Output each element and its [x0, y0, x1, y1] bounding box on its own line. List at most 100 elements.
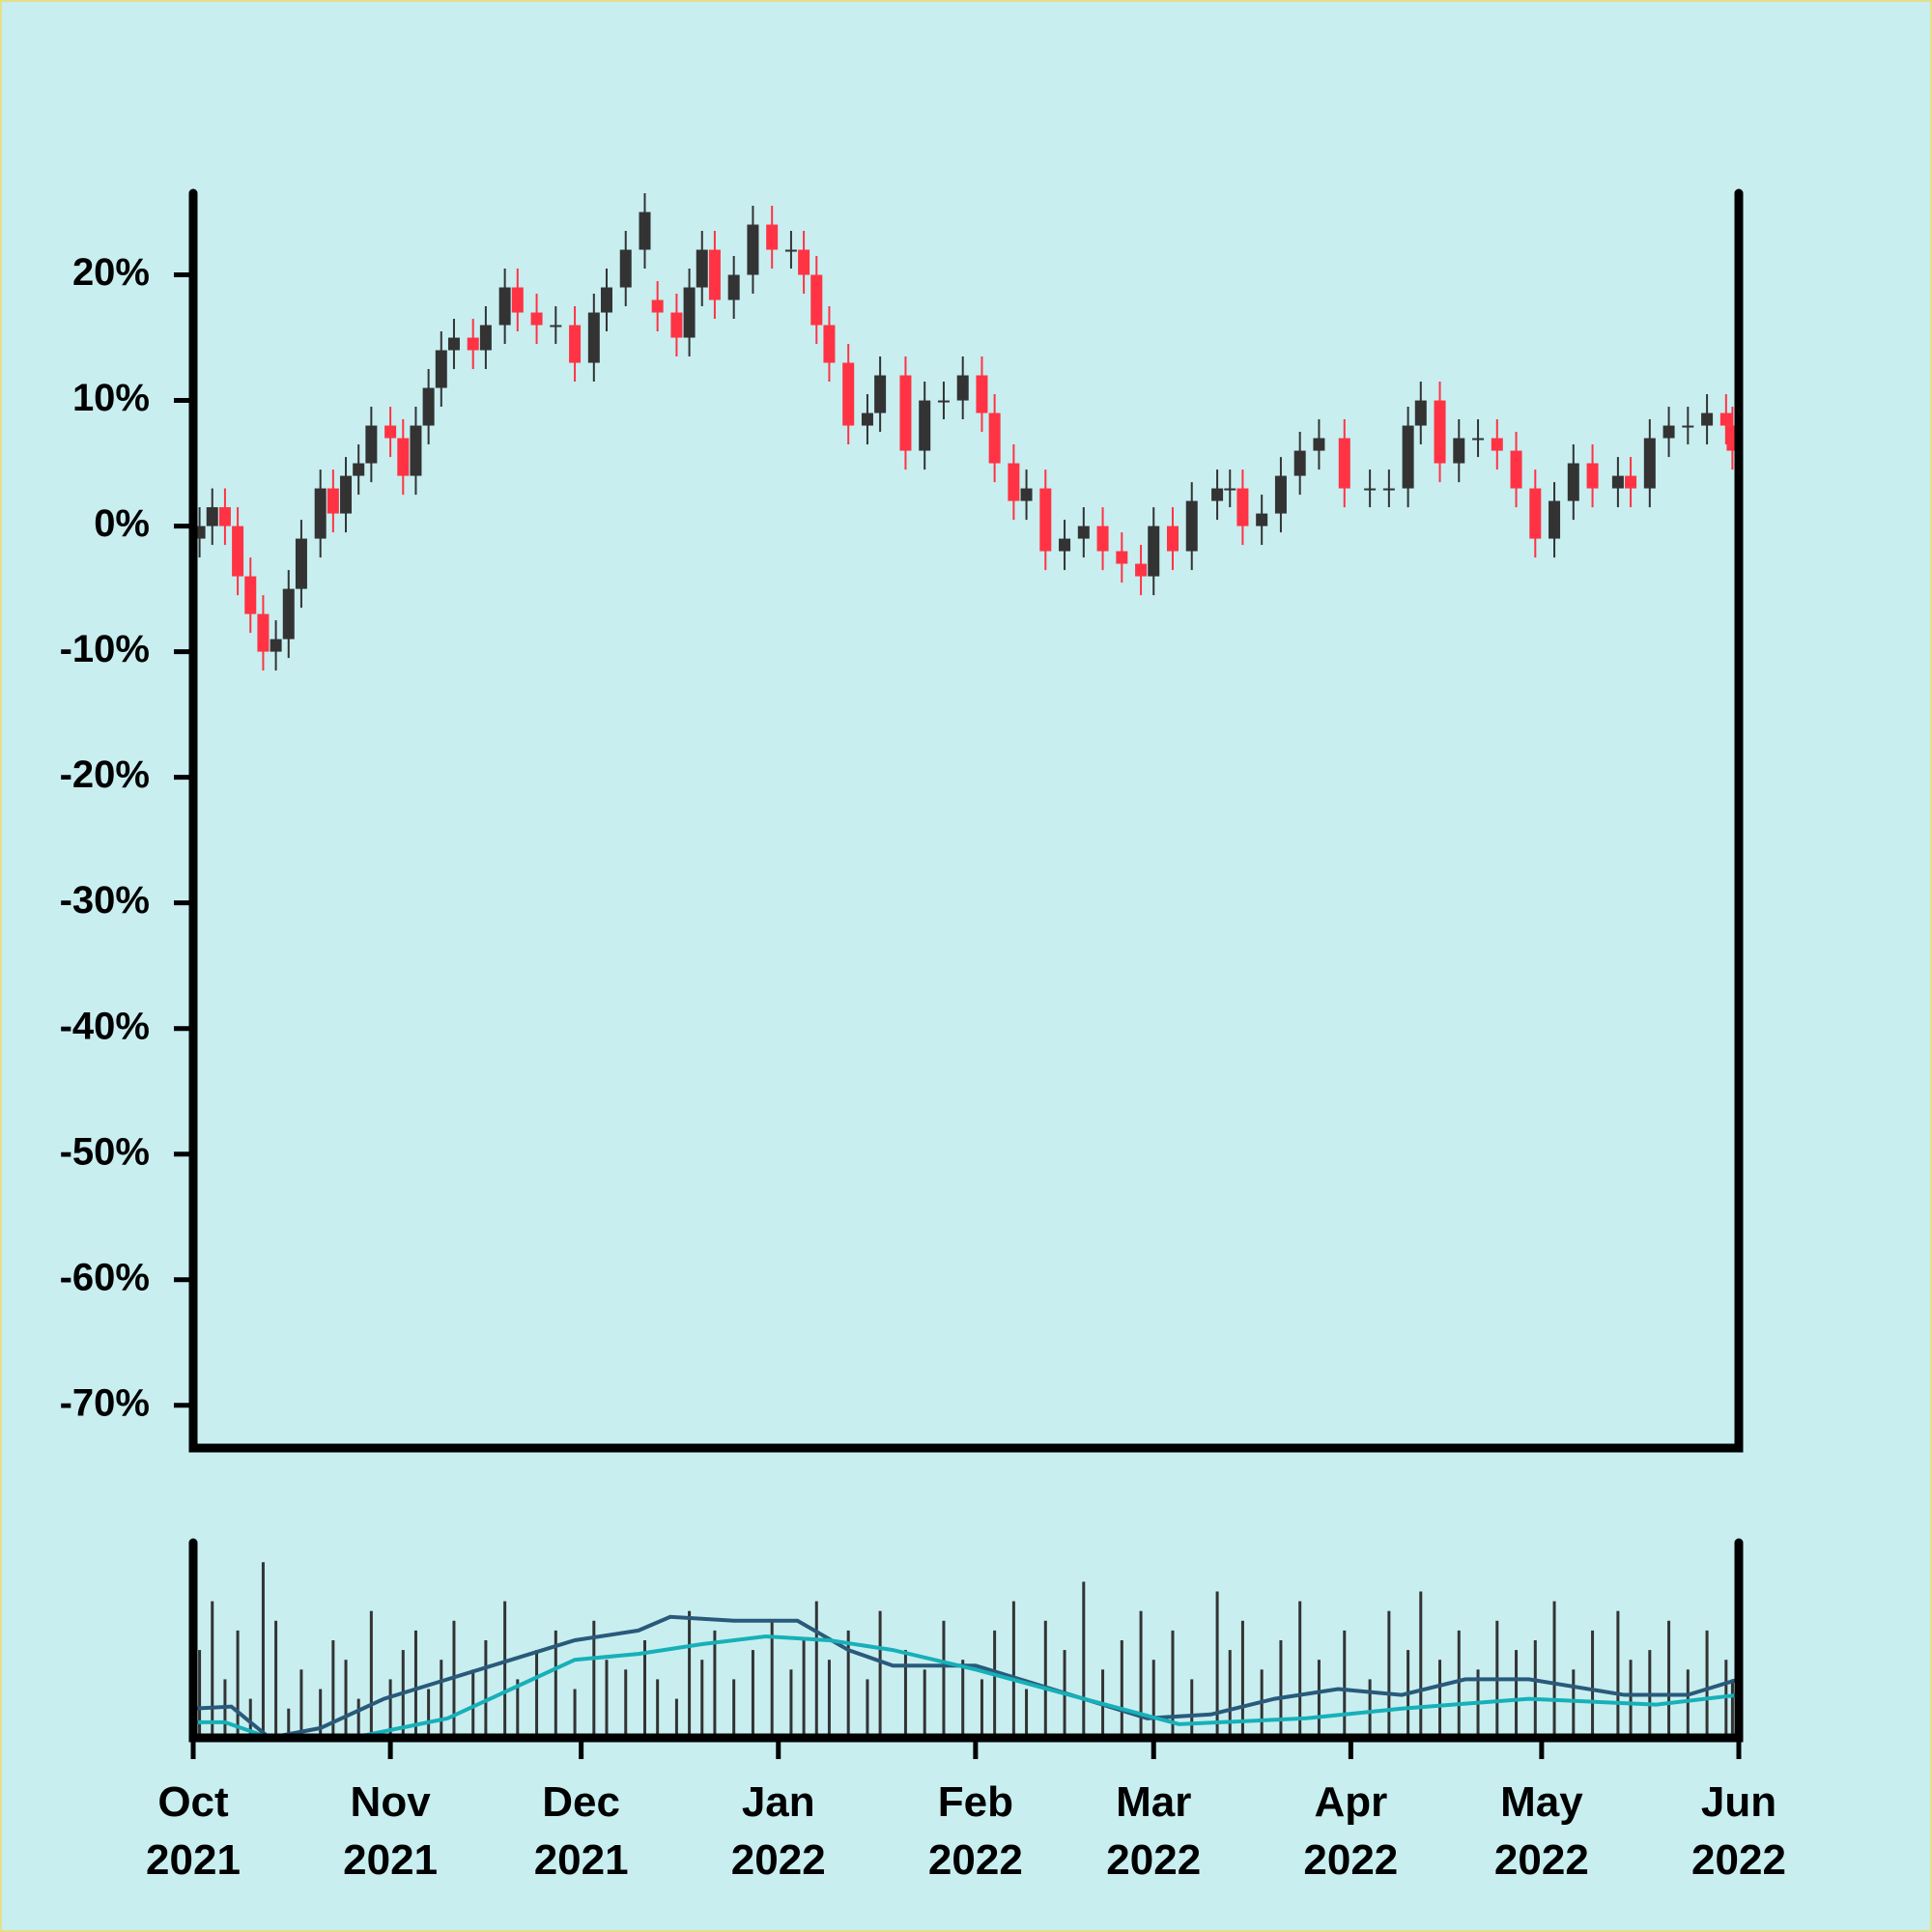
candle-body — [1643, 438, 1656, 489]
volume-bar — [827, 1660, 831, 1738]
axis-frame — [188, 1538, 1744, 1743]
volume-bar — [961, 1660, 965, 1738]
x-tick-label: May 2022 — [1493, 1778, 1589, 1884]
candle-body — [1611, 475, 1624, 489]
candle-body — [282, 588, 295, 639]
y-tick-label: -20% — [60, 753, 150, 796]
x-tick-label: Jun 2022 — [1691, 1778, 1786, 1884]
candle-body — [956, 375, 969, 401]
candle-body — [600, 287, 612, 313]
candle-body — [1719, 412, 1732, 426]
candle-body — [1701, 412, 1714, 426]
volume-bar — [592, 1620, 596, 1738]
volume-bar — [503, 1601, 507, 1738]
candle-body — [206, 507, 218, 526]
candle-body — [1625, 475, 1637, 489]
candle-body — [1567, 463, 1579, 501]
y-tick-label: -60% — [60, 1256, 150, 1298]
candle-body — [1135, 563, 1148, 577]
candle-body — [1382, 488, 1395, 491]
volume-bar — [287, 1708, 291, 1738]
y-tick-label: 20% — [72, 251, 150, 294]
candle-body — [798, 249, 810, 275]
x-tick-label: Nov 2021 — [343, 1778, 439, 1884]
candle-body — [1020, 488, 1033, 501]
candle-body — [670, 312, 683, 338]
volume-bar — [573, 1689, 577, 1738]
volume-bar — [903, 1650, 907, 1738]
volume-bar — [471, 1669, 475, 1738]
candle-body — [1313, 438, 1325, 451]
volume-bar — [713, 1630, 717, 1738]
volume-bar — [814, 1601, 818, 1738]
volume-bar — [388, 1679, 392, 1738]
candle-body — [1008, 463, 1020, 501]
candle-body — [550, 325, 562, 327]
volume-bar — [248, 1698, 252, 1738]
volume-bar — [516, 1679, 520, 1738]
volume-bar — [674, 1698, 678, 1738]
volume-bar — [1120, 1640, 1123, 1738]
volume-bar — [1151, 1660, 1155, 1738]
axis-frame — [188, 188, 1744, 1453]
candle-body — [810, 274, 823, 326]
volume-bar — [1240, 1620, 1244, 1738]
volume-bar — [1533, 1640, 1537, 1738]
candle-body — [842, 362, 855, 426]
candle-body — [365, 425, 378, 464]
volume-bar — [427, 1689, 431, 1738]
candle-body — [340, 475, 353, 514]
candle-body — [1096, 526, 1109, 552]
candle-body — [447, 337, 460, 351]
candle-body — [1529, 488, 1542, 539]
candle-body — [976, 375, 988, 413]
candle-body — [1293, 450, 1306, 476]
candle-body — [1077, 526, 1090, 539]
candle-body — [1491, 438, 1503, 451]
volume-bar — [261, 1562, 265, 1738]
candle-body — [683, 287, 696, 338]
candle-body — [353, 463, 365, 476]
y-tick-label: 0% — [94, 502, 150, 545]
volume-bar — [274, 1620, 278, 1738]
candle-body — [1414, 400, 1427, 426]
volume-bar — [211, 1601, 214, 1738]
candle-body — [218, 507, 231, 526]
candle-body — [874, 375, 887, 413]
volume-bar — [1572, 1669, 1576, 1738]
volume-bar — [1667, 1620, 1671, 1738]
moving-average-line — [192, 1614, 1740, 1741]
volume-bar — [1515, 1650, 1519, 1738]
candle-body — [651, 299, 664, 313]
y-tick-label: -40% — [60, 1005, 150, 1047]
x-tick-label: Jan 2022 — [730, 1778, 826, 1884]
volume-bar — [624, 1669, 628, 1738]
volume-bar — [878, 1610, 882, 1738]
candle-body — [410, 425, 422, 476]
volume-bar — [319, 1689, 323, 1738]
candle-body — [747, 224, 759, 275]
volume-bar — [344, 1660, 348, 1738]
candle-body — [1256, 513, 1268, 526]
candle-body — [1434, 400, 1446, 464]
candle-body — [1236, 488, 1249, 526]
candle-body — [295, 538, 307, 589]
candle-body — [727, 274, 740, 300]
candle-body — [1211, 488, 1224, 501]
volume-bar — [846, 1630, 850, 1738]
volume-bar — [1387, 1610, 1391, 1738]
volume-bar — [732, 1679, 736, 1738]
candle-body — [384, 425, 397, 439]
volume-bar — [770, 1620, 774, 1738]
volume-bar — [1011, 1601, 1015, 1738]
volume-bar — [1457, 1630, 1461, 1738]
candle-body — [937, 400, 950, 403]
volume-bar — [1228, 1650, 1232, 1738]
candle-body — [397, 438, 410, 476]
volume-bar — [236, 1630, 240, 1738]
candle-body — [511, 287, 524, 313]
volume-bar — [299, 1669, 303, 1738]
candle-body — [1364, 488, 1377, 491]
